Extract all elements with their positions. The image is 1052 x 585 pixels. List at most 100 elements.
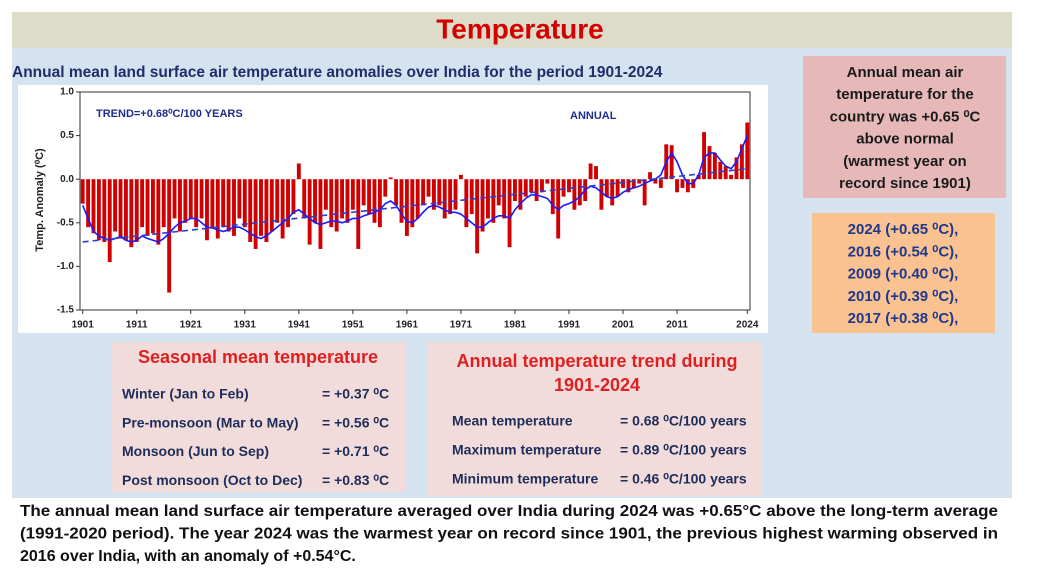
- x-tick-label: 1951: [342, 320, 365, 331]
- bar: [167, 179, 172, 293]
- bar: [199, 179, 204, 219]
- bar: [183, 179, 188, 223]
- footer-panel: [12, 498, 1012, 582]
- bar: [210, 179, 215, 228]
- bar: [658, 179, 663, 188]
- summary-line: Annual mean air: [847, 64, 964, 81]
- bar: [545, 179, 550, 184]
- bar: [253, 179, 258, 249]
- chart-title: Annual mean land surface air temperature…: [12, 64, 663, 81]
- bar: [669, 145, 674, 180]
- bar: [464, 179, 469, 228]
- y-tick-label: -1.0: [57, 261, 75, 272]
- bar: [221, 179, 226, 228]
- bar: [367, 179, 372, 215]
- trend-label: Minimum temperature: [452, 471, 598, 487]
- summary-line: temperature for the: [836, 86, 974, 103]
- y-tick-label: 0.5: [60, 130, 74, 141]
- bar: [232, 179, 236, 236]
- summary-line: country was +0.65 ⁰C: [830, 108, 981, 125]
- bar: [318, 179, 323, 249]
- trend-label: Maximum temperature: [452, 442, 602, 458]
- bar: [712, 153, 717, 180]
- bar: [513, 179, 517, 201]
- x-tick-label: 1941: [288, 320, 311, 331]
- x-tick-label: 2001: [612, 320, 635, 331]
- bar: [480, 179, 485, 232]
- summary-box: [803, 56, 1006, 198]
- bar: [150, 179, 155, 234]
- trend-title: 1901-2024: [554, 375, 640, 395]
- bar: [621, 179, 625, 188]
- seasonal-label: Monsoon (Jun to Sep): [122, 443, 269, 459]
- bar: [594, 166, 598, 180]
- bar: [572, 179, 577, 210]
- bar: [275, 179, 280, 223]
- bar: [113, 179, 118, 232]
- bar: [745, 122, 750, 180]
- bar: [453, 179, 458, 210]
- bar: [577, 179, 582, 206]
- bar: [188, 179, 193, 219]
- bar: [307, 179, 312, 245]
- footer-line: (1991-2020 period). The year 2024 was th…: [20, 526, 998, 543]
- bar: [264, 179, 269, 242]
- bar: [107, 179, 112, 263]
- warmest-box: [812, 213, 995, 333]
- bar: [631, 179, 636, 188]
- series-annotation: ANNUAL: [570, 110, 617, 122]
- bar: [648, 172, 652, 180]
- bar: [340, 179, 345, 219]
- bar: [161, 179, 166, 228]
- bar: [350, 179, 355, 210]
- slide-title: Temperature: [436, 13, 604, 44]
- bar: [458, 174, 463, 180]
- plot-frame: [79, 91, 751, 311]
- trend-title: Annual temperature trend during: [456, 351, 737, 371]
- bar: [96, 179, 101, 241]
- x-tick-label: 1921: [180, 320, 203, 331]
- warmest-year: 2016 (+0.54 ⁰C),: [848, 243, 959, 260]
- bar: [145, 179, 150, 236]
- bar: [178, 179, 182, 232]
- bar: [372, 179, 377, 223]
- trend-line: [82, 167, 748, 243]
- x-tick-label: 1931: [234, 320, 257, 331]
- bar: [680, 179, 685, 188]
- y-tick-label: 0.0: [60, 174, 74, 185]
- bar: [286, 179, 290, 228]
- title-bar: [12, 12, 1012, 48]
- bar: [134, 179, 139, 242]
- y-axis-label: Temp. Anomaly (⁰C): [34, 148, 46, 252]
- bar: [118, 179, 123, 239]
- smoothed-line: [81, 135, 749, 243]
- bar: [329, 179, 334, 228]
- bar: [383, 179, 388, 197]
- bar: [361, 179, 366, 206]
- bar: [507, 179, 512, 248]
- bar: [248, 179, 253, 242]
- bar: [550, 179, 555, 215]
- bar: [437, 179, 442, 206]
- trend-box: [428, 342, 762, 496]
- bar: [502, 179, 507, 219]
- bar: [707, 146, 712, 180]
- bar: [421, 179, 426, 206]
- bar: [334, 179, 339, 232]
- bar: [156, 179, 161, 245]
- bar: [172, 179, 177, 219]
- bar: [86, 179, 91, 228]
- bar: [475, 179, 480, 254]
- bar: [242, 179, 247, 228]
- trend-value: = 0.46 ⁰C/100 years: [620, 471, 747, 487]
- bar: [313, 179, 317, 223]
- bar: [734, 157, 739, 180]
- bar: [291, 179, 296, 215]
- bar: [140, 179, 145, 228]
- bar: [540, 179, 544, 193]
- summary-line: above normal: [856, 131, 954, 148]
- seasonal-label: Pre-monsoon (Mar to May): [122, 414, 299, 430]
- bar: [410, 179, 415, 228]
- seasonal-value: = +0.37 ⁰C: [322, 386, 389, 402]
